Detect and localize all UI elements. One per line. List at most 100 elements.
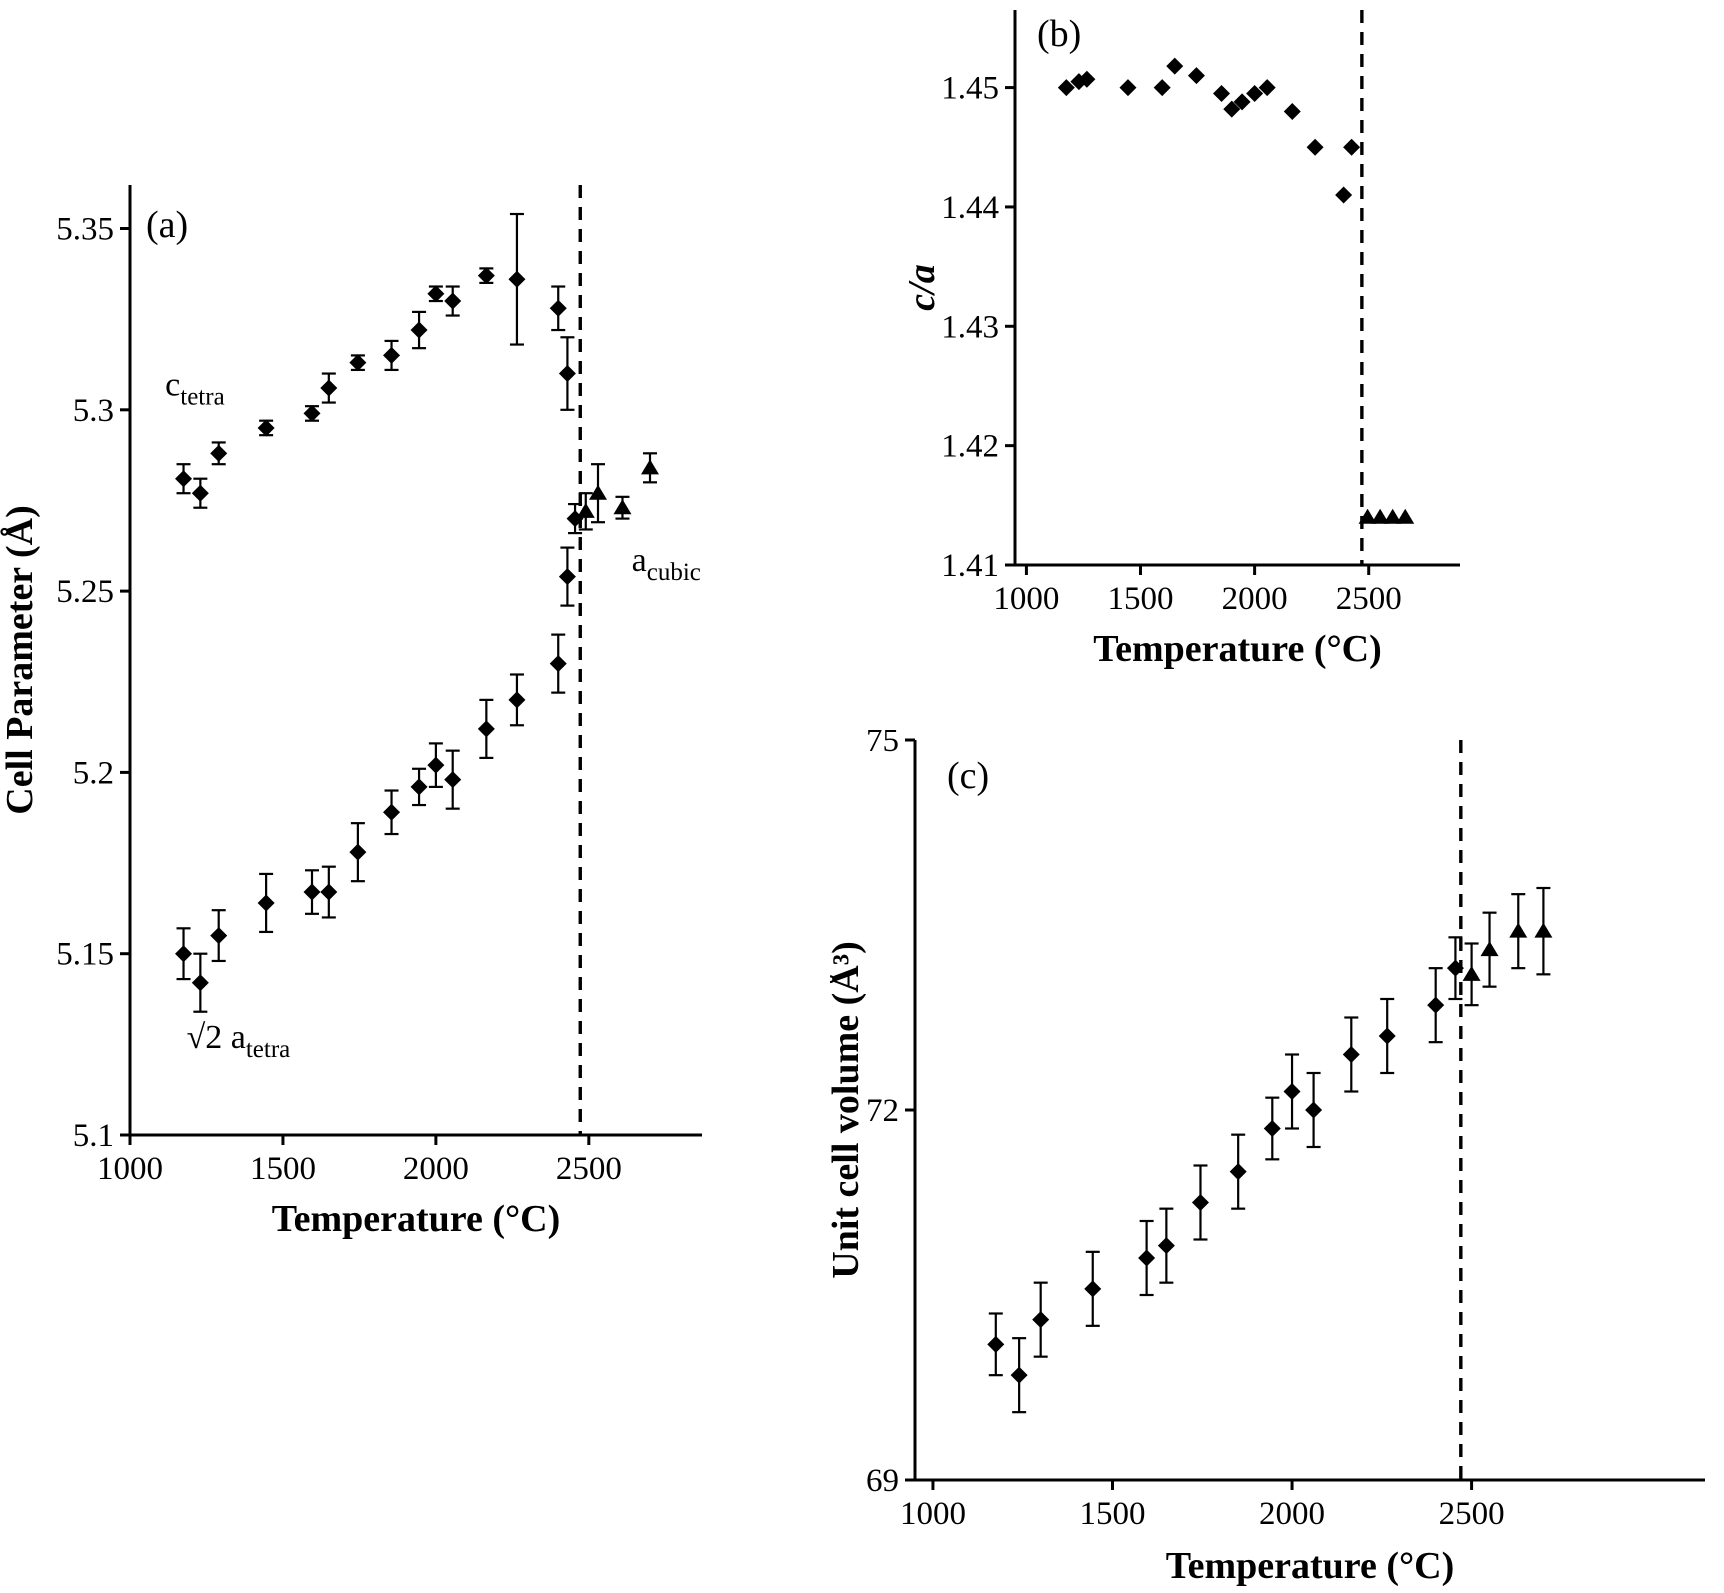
series-c_over_a_cubic [1358, 508, 1415, 524]
x-axis-title: Temperature (°C) [272, 1198, 561, 1240]
y-tick-label: 1.45 [941, 71, 999, 107]
diamond-data-point-marker [349, 843, 367, 861]
y-tick-label: 1.44 [941, 190, 999, 226]
y-tick-label: 5.25 [56, 574, 114, 610]
diamond-data-point-marker [477, 267, 495, 285]
axis-spines [1013, 10, 1460, 567]
series-sqrt2_a_tetra [175, 502, 584, 1013]
diamond-data-point-marker [257, 894, 275, 912]
triangle-data-point-marker [1534, 922, 1553, 938]
diamond-data-point-marker [1233, 93, 1251, 111]
diamond-data-point-marker [1427, 996, 1445, 1014]
panel-letter-c: (c) [947, 755, 989, 797]
diamond-data-point-marker [1032, 1311, 1050, 1329]
diamond-data-point-marker [1283, 102, 1301, 120]
x-tick-label: 1500 [1108, 581, 1174, 617]
diamond-data-point-marker [1378, 1027, 1396, 1045]
y-axis-ticks: 5.1 5.15 5.2 5.25 5.3 5.35 [56, 212, 130, 1154]
y-tick-label: 1.43 [941, 309, 999, 345]
triangle-data-point-marker [1383, 508, 1402, 524]
series-a_cubic [576, 452, 659, 531]
triangle-data-point-marker [613, 499, 632, 515]
y-tick-label: 72 [866, 1093, 899, 1129]
diamond-data-point-marker [508, 270, 526, 288]
x-tick-label: 2500 [556, 1151, 622, 1187]
x-axis-ticks: 1000 1500 2000 2500 [97, 1135, 622, 1187]
diamond-data-point-marker [320, 379, 338, 397]
diamond-data-point-marker [1213, 85, 1231, 103]
diamond-data-point-marker [1191, 1194, 1209, 1211]
chart-panel-b: 1000 1500 2000 2500 1.41 1.42 1.43 1.44 1.45 Temp… [901, 10, 1460, 670]
triangle-data-point-marker [576, 502, 595, 518]
diamond-data-point-marker [1283, 1083, 1301, 1100]
diamond-data-point-marker [349, 354, 367, 372]
y-tick-label: 5.3 [73, 393, 114, 429]
diamond-data-point-marker [191, 974, 209, 992]
chart-panel-c: 1000 1500 2000 2500 69 72 75 Temperature (°C) Un… [825, 723, 1705, 1587]
series-c_tetra [175, 212, 576, 509]
x-tick-label: 1000 [900, 1496, 966, 1532]
triangle-data-point-marker [1480, 941, 1499, 957]
y-tick-label: 5.2 [73, 755, 114, 791]
triangle-data-point-marker [1358, 508, 1377, 524]
diamond-data-point-marker [1138, 1249, 1156, 1267]
diamond-data-point-marker [1342, 1046, 1360, 1063]
diamond-data-point-marker [1229, 1163, 1247, 1181]
x-tick-label: 1500 [1080, 1496, 1146, 1532]
x-axis-ticks: 1000 1500 2000 2500 [900, 1480, 1505, 1532]
diamond-data-point-marker [427, 285, 445, 303]
chart-panel-a: 1000 1500 2000 2500 5.1 5.15 5.2 5.25 5.3 5.35 Tem… [0, 185, 702, 1240]
c-tetra-label: ctetra [165, 366, 225, 410]
diamond-data-point-marker [383, 803, 401, 821]
diamond-data-point-marker [1070, 73, 1088, 91]
diamond-data-point-marker [987, 1335, 1005, 1353]
triangle-data-point-marker [1509, 922, 1528, 938]
diamond-data-point-marker [508, 691, 526, 709]
series-c_over_a_tetragonal [1057, 57, 1361, 204]
diamond-data-point-marker [1305, 1101, 1323, 1119]
diamond-data-point-marker [410, 778, 428, 796]
y-tick-label: 5.1 [73, 1118, 114, 1154]
x-axis-ticks: 1000 1500 2000 2500 [993, 565, 1402, 617]
y-axis-ticks: 1.41 1.42 1.43 1.44 1.45 [941, 71, 1015, 584]
diamond-data-point-marker [1258, 79, 1276, 97]
diamond-data-point-marker [191, 484, 209, 502]
diamond-data-point-marker [549, 299, 567, 317]
panel-c-unit-cell-volume-chart: 1000 1500 2000 2500 69 72 75 Temperature (°C) Un… [825, 723, 1724, 1593]
a-cubic-label: acubic [632, 542, 701, 586]
diamond-data-point-marker [210, 927, 228, 945]
panel-letter-b: (b) [1037, 13, 1081, 55]
y-tick-label: 1.41 [941, 548, 999, 584]
diamond-data-point-marker [477, 720, 495, 738]
y-tick-label: 5.35 [56, 212, 114, 248]
diamond-data-point-marker [1084, 1280, 1102, 1298]
diamond-data-point-marker [210, 444, 228, 462]
x-tick-label: 1500 [250, 1151, 316, 1187]
y-tick-label: 5.15 [56, 937, 114, 973]
x-tick-label: 2500 [1336, 581, 1402, 617]
diamond-data-point-marker [444, 292, 462, 310]
x-axis-title: Temperature (°C) [1166, 1545, 1455, 1587]
y-axis-ticks: 69 72 75 [866, 723, 915, 1499]
diamond-data-point-marker [427, 756, 445, 774]
triangle-data-point-marker [1462, 965, 1481, 981]
diamond-data-point-marker [1166, 57, 1184, 75]
diamond-data-point-marker [175, 470, 193, 488]
x-tick-label: 2000 [1222, 581, 1288, 617]
y-axis-title: Cell Parameter (Å) [0, 505, 41, 814]
series-volume_cubic [1462, 886, 1553, 1007]
x-tick-label: 1000 [993, 581, 1059, 617]
diamond-data-point-marker [1187, 67, 1205, 85]
triangle-data-point-marker [641, 459, 659, 475]
y-tick-label: 75 [866, 730, 899, 759]
triangle-data-point-marker [1396, 508, 1415, 524]
diamond-data-point-marker [303, 883, 321, 901]
series-volume_tetragonal [987, 936, 1464, 1414]
diamond-data-point-marker [1306, 138, 1324, 156]
sqrt2-a-tetra-label: √2 atetra [187, 1019, 291, 1063]
panel-letter-a: (a) [146, 204, 188, 246]
x-tick-label: 2000 [403, 1151, 469, 1187]
panel-a-cell-parameter-chart: 1000 1500 2000 2500 5.1 5.15 5.2 5.25 5.3 5.35 Tem… [0, 150, 712, 1300]
triangle-data-point-marker [589, 484, 607, 500]
